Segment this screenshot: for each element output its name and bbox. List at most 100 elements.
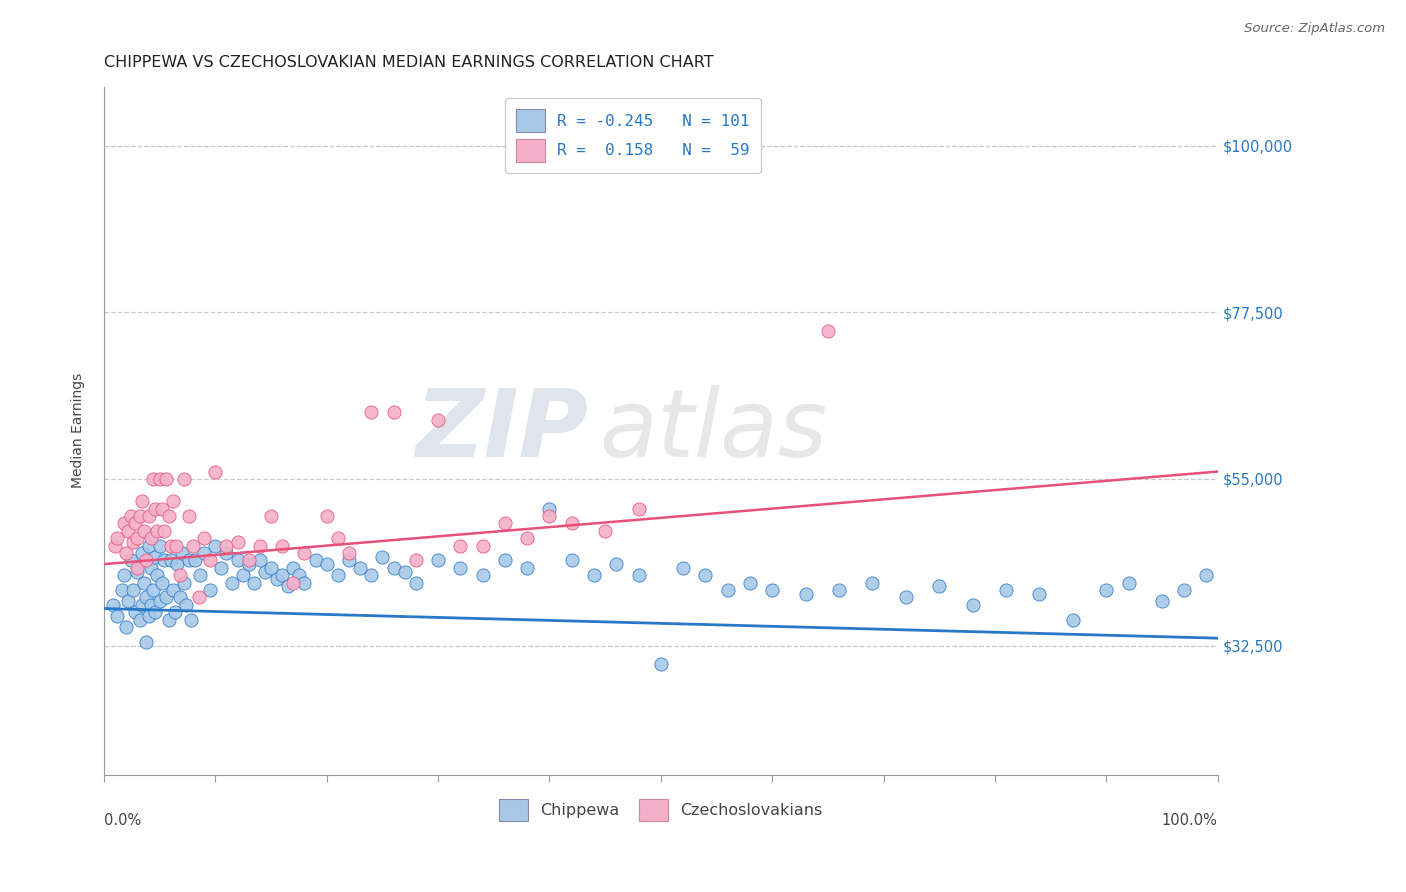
Point [627, 501, 650, 516]
Point [105, 609, 128, 624]
Point [254, 565, 277, 579]
Point [271, 568, 294, 582]
Point [132, 524, 155, 538]
Point [516, 531, 538, 545]
Point [143, 605, 166, 619]
Point [650, 657, 672, 671]
Point [138, 508, 160, 523]
Point [162, 494, 184, 508]
Point [117, 524, 139, 538]
Point [159, 539, 181, 553]
Point [1028, 587, 1050, 601]
Point [605, 557, 627, 571]
Point [238, 557, 260, 571]
Point [143, 501, 166, 516]
Point [266, 572, 288, 586]
Point [243, 575, 266, 590]
Point [193, 531, 215, 545]
Point [221, 575, 243, 590]
Point [538, 508, 561, 523]
Point [198, 553, 221, 567]
Point [204, 465, 226, 479]
Point [124, 516, 146, 531]
Point [561, 516, 583, 531]
Point [382, 405, 405, 419]
Text: 0.0%: 0.0% [104, 813, 141, 828]
Point [142, 472, 165, 486]
Point [1062, 613, 1084, 627]
Text: Source: ZipAtlas.com: Source: ZipAtlas.com [1244, 22, 1385, 36]
Point [198, 582, 221, 597]
Text: atlas: atlas [599, 385, 828, 476]
Point [150, 501, 173, 516]
Point [471, 539, 494, 553]
Point [277, 579, 299, 593]
Point [127, 531, 149, 545]
Y-axis label: Median Earnings: Median Earnings [72, 373, 86, 489]
Point [112, 568, 135, 582]
Point [159, 553, 181, 567]
Text: 100.0%: 100.0% [1161, 813, 1218, 828]
Point [382, 561, 405, 575]
Point [1173, 582, 1195, 597]
Point [131, 494, 153, 508]
Point [995, 582, 1018, 597]
Point [105, 531, 128, 545]
Point [962, 598, 984, 612]
Point [315, 557, 337, 571]
Point [817, 324, 839, 338]
Point [135, 635, 157, 649]
Point [860, 575, 883, 590]
Point [146, 524, 169, 538]
Point [184, 553, 207, 567]
Point [593, 524, 616, 538]
Point [169, 591, 191, 605]
Point [326, 568, 349, 582]
Point [139, 561, 162, 575]
Point [337, 546, 360, 560]
Point [150, 575, 173, 590]
Point [177, 508, 200, 523]
Point [672, 561, 695, 575]
Point [153, 553, 176, 567]
Point [128, 508, 150, 523]
Text: ZIP: ZIP [416, 384, 588, 477]
Point [193, 546, 215, 560]
Point [127, 565, 149, 579]
Text: CHIPPEWA VS CZECHOSLOVAKIAN MEDIAN EARNINGS CORRELATION CHART: CHIPPEWA VS CZECHOSLOVAKIAN MEDIAN EARNI… [104, 55, 714, 70]
Point [162, 582, 184, 597]
Point [516, 561, 538, 575]
Point [155, 472, 177, 486]
Point [176, 598, 198, 612]
Point [471, 568, 494, 582]
Point [761, 582, 783, 597]
Point [260, 561, 283, 575]
Point [177, 553, 200, 567]
Point [326, 531, 349, 545]
Point [232, 568, 254, 582]
Point [226, 535, 249, 549]
Point [494, 516, 516, 531]
Point [104, 539, 127, 553]
Point [288, 568, 311, 582]
Point [117, 594, 139, 608]
Point [188, 568, 211, 582]
Point [115, 546, 138, 560]
Point [157, 508, 180, 523]
Point [157, 613, 180, 627]
Point [538, 501, 561, 516]
Point [794, 587, 817, 601]
Point [1195, 568, 1218, 582]
Point [122, 535, 145, 549]
Point [695, 568, 717, 582]
Point [180, 613, 202, 627]
Point [226, 553, 249, 567]
Point [249, 539, 271, 553]
Point [394, 565, 416, 579]
Point [142, 582, 165, 597]
Point [427, 413, 450, 427]
Point [165, 605, 187, 619]
Point [166, 557, 188, 571]
Point [271, 539, 294, 553]
Point [120, 553, 142, 567]
